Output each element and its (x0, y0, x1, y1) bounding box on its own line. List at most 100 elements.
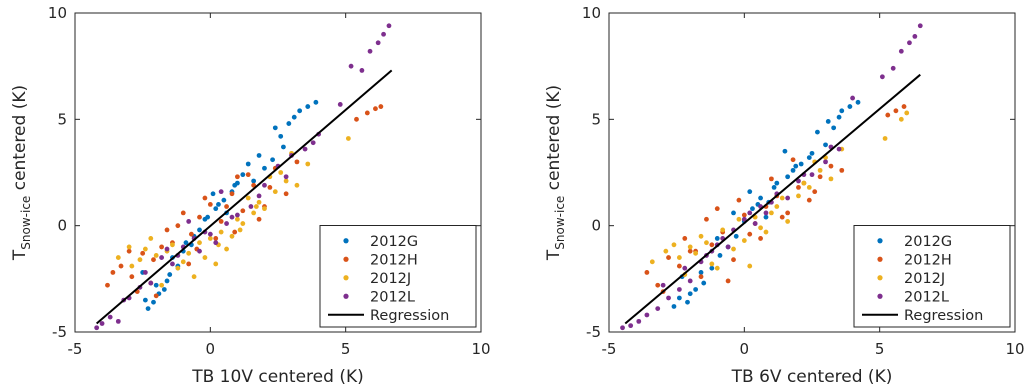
point-2012H (283, 191, 289, 197)
point-2012L (99, 321, 105, 326)
x-tick-label: 10 (471, 340, 490, 358)
point-2012J (709, 261, 715, 267)
point-2012G (717, 253, 723, 258)
point-2012G (839, 108, 845, 114)
point-2012J (245, 195, 251, 201)
y-axis-label-subscript: Snow-ice (19, 196, 33, 250)
point-2012L (218, 189, 224, 195)
point-2012G (731, 210, 736, 216)
point-2012G (823, 142, 828, 148)
y-axis-label-rest: centered (K) (544, 85, 564, 196)
legend-label-2012G: 2012G (370, 234, 418, 250)
point-2012J (229, 233, 235, 239)
point-2012J (224, 246, 229, 252)
point-2012H (676, 263, 682, 269)
point-2012J (882, 136, 888, 141)
point-2012G (747, 189, 753, 195)
y-tick-label: -5 (52, 323, 67, 341)
point-2012H (105, 282, 110, 288)
y-axis-label: TSnow-ice centered (K) (544, 85, 567, 261)
point-2012H (790, 157, 796, 163)
point-2012H (812, 189, 818, 195)
point-2012J (180, 259, 186, 265)
point-2012J (253, 204, 259, 209)
point-2012J (763, 229, 769, 235)
point-2012H (140, 250, 146, 256)
point-2012J (218, 229, 224, 235)
point-2012L (359, 68, 365, 73)
point-2012J (240, 221, 246, 226)
legend: 2012G 2012H 2012J 2012L Regression (319, 225, 477, 328)
point-2012J (806, 184, 812, 190)
legend-label-Regression: Regression (370, 308, 449, 324)
point-2012L (741, 216, 747, 222)
point-2012H (885, 112, 891, 118)
point-2012J (207, 236, 213, 241)
x-tick-label: 0 (740, 340, 750, 358)
point-2012J (153, 253, 159, 258)
point-2012L (907, 40, 912, 46)
point-2012J (785, 219, 791, 224)
x-tick-label: 5 (875, 340, 885, 358)
point-2012J (235, 216, 240, 222)
point-2012H (644, 270, 650, 275)
point-2012G (687, 291, 693, 297)
point-2012L (381, 31, 386, 37)
point-2012H (817, 174, 823, 180)
point-2012J (197, 240, 202, 246)
point-2012H (655, 282, 661, 288)
point-2012G (693, 287, 699, 292)
point-2012L (898, 48, 904, 54)
point-2012G (782, 148, 788, 154)
point-2012J (796, 193, 801, 199)
legend: 2012G 2012H 2012J 2012L Regression (853, 225, 1011, 328)
point-2012J (774, 204, 780, 209)
point-2012H (698, 274, 704, 280)
point-2012J (262, 206, 267, 212)
y-tick-label: 5 (591, 110, 601, 128)
x-tick-label: 0 (206, 340, 216, 358)
point-2012L (850, 95, 855, 101)
point-2012G (245, 161, 251, 167)
point-2012J (278, 170, 284, 175)
point-2012J (251, 210, 257, 216)
point-2012J (741, 238, 747, 243)
point-2012H (785, 210, 791, 216)
point-2012H (709, 242, 715, 248)
point-2012J (704, 240, 709, 246)
point-2012G (313, 99, 319, 105)
point-2012J (175, 265, 181, 271)
point-2012L (687, 278, 693, 284)
legend-label-Regression: Regression (904, 308, 983, 324)
point-2012J (137, 257, 143, 263)
point-2012J (671, 242, 677, 248)
point-2012G (272, 125, 278, 131)
point-2012G (825, 119, 831, 124)
point-2012J (817, 167, 823, 173)
point-2012G (763, 214, 769, 220)
point-2012G (806, 155, 812, 161)
y-axis-label-rest: centered (K) (10, 85, 30, 196)
point-2012G (213, 206, 219, 212)
point-2012L (809, 172, 815, 178)
axes-box (608, 12, 1016, 333)
point-2012L (620, 325, 625, 331)
point-2012G (771, 184, 777, 190)
point-2012G (262, 165, 267, 171)
y-axis-label-subscript: Snow-ice (553, 196, 567, 250)
point-2012H (828, 163, 834, 169)
point-2012H (666, 255, 671, 260)
point-2012L (823, 159, 828, 165)
point-2012J (202, 255, 208, 260)
point-2012H (779, 214, 785, 220)
y-axis-label-main: T (544, 249, 564, 261)
x-tick-label: -5 (602, 340, 617, 358)
point-2012G (205, 214, 211, 220)
point-2012G (251, 178, 257, 184)
point-2012L (229, 214, 235, 220)
point-2012J (213, 261, 219, 267)
x-axis-label: TB 6V centered (K) (731, 367, 893, 387)
point-2012H (373, 106, 378, 112)
y-tick-label: 10 (48, 4, 67, 22)
